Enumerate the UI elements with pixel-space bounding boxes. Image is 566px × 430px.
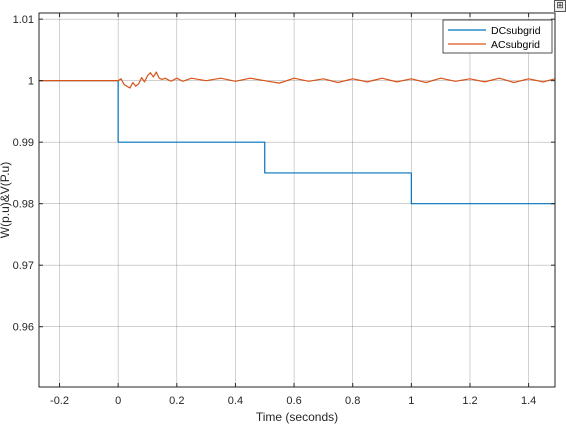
y-tick-label: 1.01: [13, 14, 34, 26]
y-tick-label: 0.99: [13, 137, 34, 149]
export-icon[interactable]: ⊞: [554, 0, 566, 12]
y-ticks: 0.96 0.97 0.98 0.99 1 1.01: [13, 14, 555, 334]
legend[interactable]: DCsubgrid ACsubgrid: [442, 19, 553, 54]
series-line-acsubgrid: [39, 71, 556, 89]
x-tick-label: -0.2: [50, 395, 69, 407]
x-tick-label: 0.4: [228, 395, 243, 407]
y-tick-label: 0.96: [13, 322, 34, 334]
series-layer: [39, 71, 556, 205]
grid: [39, 13, 555, 387]
y-tick-label: 0.97: [13, 260, 34, 272]
plot-frame: [38, 12, 556, 388]
x-ticks: -0.2 0 0.2 0.4 0.6 0.8 1 1.2 1.4: [50, 13, 536, 407]
x-tick-label: 0.6: [286, 395, 301, 407]
x-tick-label: 0: [115, 395, 121, 407]
y-tick-label: 0.98: [13, 199, 34, 211]
x-tick-label: 0.8: [345, 395, 360, 407]
legend-label-dcsubgrid: DCsubgrid: [491, 25, 541, 37]
plot-area: [39, 13, 555, 387]
x-tick-label: 1: [408, 395, 414, 407]
legend-label-acsubgrid: ACsubgrid: [491, 39, 540, 51]
x-tick-label: 1.4: [521, 395, 536, 407]
x-axis-label: Time (seconds): [256, 410, 338, 424]
y-tick-label: 1: [28, 76, 34, 88]
legend-box: [442, 19, 553, 54]
x-tick-label: 1.2: [462, 395, 477, 407]
series-line-dcsubgrid: [39, 80, 555, 205]
x-tick-label: 0.2: [169, 395, 184, 407]
y-axis-label: W(p.u)&V(P.u): [0, 162, 12, 238]
